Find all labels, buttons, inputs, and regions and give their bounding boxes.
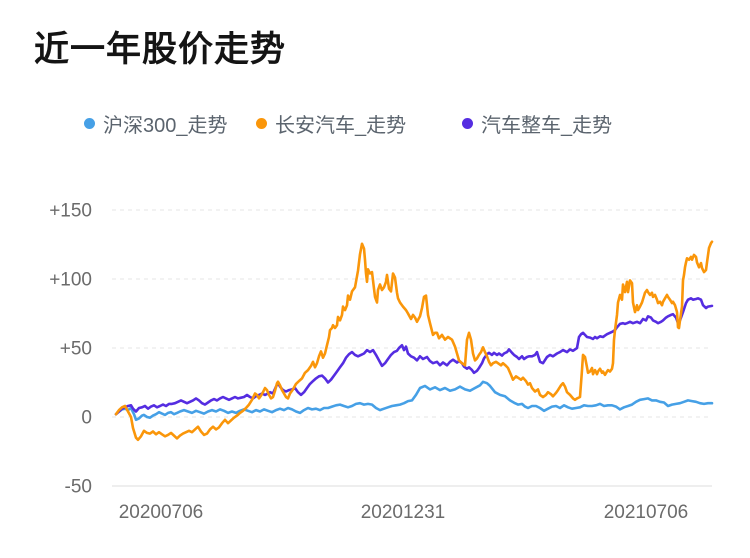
y-axis-labels: +150 +100 +50 0 -50 [49,201,92,498]
legend-item-csi300[interactable]: 沪深300_走势 [84,111,228,137]
series-line-csi300[interactable] [114,380,714,422]
page-title: 近一年股价走势 [34,30,287,69]
legend: 沪深300_走势 长安汽车_走势 汽车整车_走势 [0,111,750,137]
series-line-auto-sector[interactable] [114,296,714,416]
series-lines [114,240,714,442]
legend-label-auto-sector: 汽车整车_走势 [481,114,613,137]
gridlines [112,209,712,487]
legend-label-csi300: 沪深300_走势 [103,114,228,137]
legend-item-changan-auto[interactable]: 长安汽车_走势 [256,111,407,137]
y-tick-label--50: -50 [65,477,92,498]
y-tick-label-0: 0 [81,408,92,429]
y-tick-label-50: +50 [60,339,92,360]
legend-dot-auto-sector-icon [462,117,473,129]
series-line-changan-auto[interactable] [114,240,714,442]
legend-dot-changan-auto-icon [256,117,267,129]
legend-dot-csi300-icon [84,117,95,129]
y-tick-label-100: +100 [49,270,92,291]
legend-label-changan-auto: 长安汽车_走势 [275,114,407,137]
legend-item-auto-sector[interactable]: 汽车整车_走势 [462,111,613,137]
y-tick-label-150: +150 [49,201,92,222]
x-tick-label-0: 20200706 [119,502,204,523]
x-tick-label-2: 20210706 [604,502,689,523]
x-tick-label-1: 20201231 [361,502,446,523]
x-axis-labels: 20200706 20201231 20210706 [119,502,689,523]
